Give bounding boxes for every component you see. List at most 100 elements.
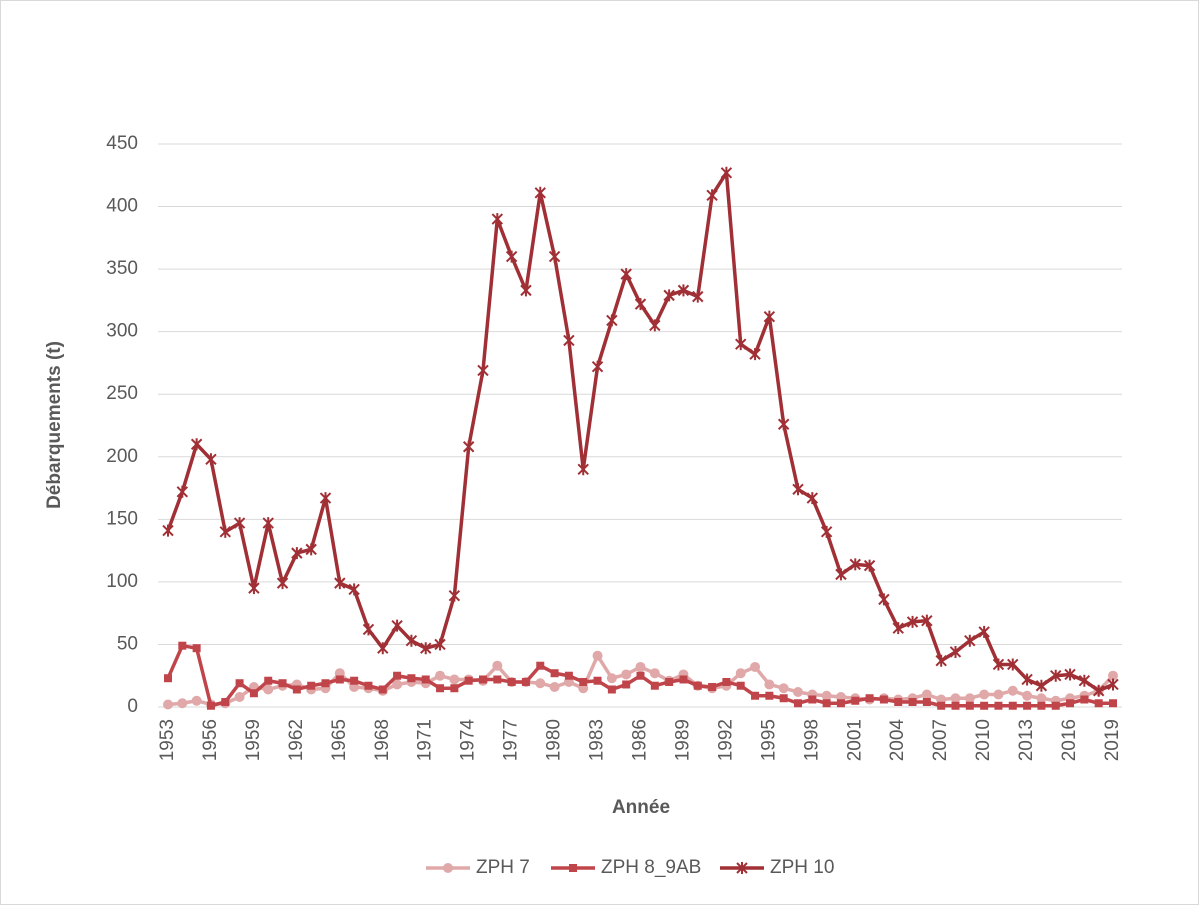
point xyxy=(477,364,489,377)
point xyxy=(735,338,747,351)
point xyxy=(407,674,416,683)
point xyxy=(849,558,861,571)
point xyxy=(821,690,832,701)
point xyxy=(708,682,717,691)
point xyxy=(176,485,189,498)
point xyxy=(749,348,761,361)
point xyxy=(493,675,502,684)
point xyxy=(635,661,646,672)
series xyxy=(164,641,1117,710)
point xyxy=(292,685,301,694)
legend-marker xyxy=(736,862,748,874)
point xyxy=(665,677,674,686)
point xyxy=(420,642,432,655)
y-tick-label: 250 xyxy=(106,383,138,404)
point xyxy=(491,213,504,226)
x-tick-label: 2019 xyxy=(1102,719,1123,761)
point xyxy=(979,689,990,700)
point xyxy=(177,698,188,709)
point xyxy=(835,568,847,581)
point xyxy=(706,189,718,202)
point xyxy=(978,625,990,638)
point xyxy=(262,517,274,530)
point xyxy=(235,679,244,688)
point xyxy=(935,654,947,667)
point xyxy=(1107,678,1119,691)
y-tick-label: 150 xyxy=(106,508,138,529)
x-tick-label: 1983 xyxy=(587,719,608,761)
point xyxy=(751,691,760,700)
point xyxy=(720,166,733,179)
point xyxy=(1064,668,1076,681)
legend-marker xyxy=(569,864,577,872)
y-tick-label: 300 xyxy=(106,321,138,342)
point xyxy=(622,680,631,689)
point xyxy=(764,679,775,690)
point xyxy=(951,701,960,710)
point xyxy=(448,589,461,602)
point xyxy=(1021,673,1033,686)
point xyxy=(593,676,602,685)
point xyxy=(263,684,274,695)
point xyxy=(219,525,231,538)
point xyxy=(520,284,532,297)
point xyxy=(392,679,403,690)
point xyxy=(1078,674,1091,687)
point xyxy=(634,298,647,311)
point xyxy=(677,284,690,297)
x-tick-label: 1998 xyxy=(801,719,822,761)
point xyxy=(650,681,659,690)
point xyxy=(863,559,876,572)
point xyxy=(591,360,604,373)
point xyxy=(1108,670,1118,681)
point xyxy=(434,638,446,651)
legend-label: ZPH 8_9AB xyxy=(601,857,701,878)
point xyxy=(377,642,389,655)
point xyxy=(449,674,460,685)
point xyxy=(221,697,230,706)
point xyxy=(937,701,946,710)
point xyxy=(421,675,430,684)
point xyxy=(736,681,745,690)
point xyxy=(836,699,845,708)
series xyxy=(162,166,1119,697)
point xyxy=(879,695,888,704)
legend-marker xyxy=(443,863,453,873)
x-tick-label: 1986 xyxy=(630,719,651,761)
point xyxy=(335,675,344,684)
x-tick-label: 1995 xyxy=(758,719,779,761)
y-tick-label: 450 xyxy=(106,133,138,154)
point xyxy=(735,668,746,679)
point xyxy=(362,623,375,636)
point xyxy=(779,694,788,703)
point xyxy=(894,697,903,706)
point xyxy=(1094,699,1103,708)
point xyxy=(607,685,616,694)
point xyxy=(994,701,1003,710)
point xyxy=(405,634,418,647)
point xyxy=(964,693,975,704)
point xyxy=(264,676,273,685)
point xyxy=(1080,695,1089,704)
x-tick-label: 2001 xyxy=(844,719,865,761)
point xyxy=(921,689,932,700)
point xyxy=(162,524,174,537)
y-tick-label: 50 xyxy=(117,633,138,654)
point xyxy=(307,681,316,690)
point xyxy=(205,453,217,466)
x-tick-label: 1968 xyxy=(372,719,393,761)
x-tick-label: 1971 xyxy=(415,719,436,761)
point xyxy=(965,701,974,710)
point xyxy=(1092,684,1105,697)
point xyxy=(820,525,833,538)
point xyxy=(564,671,573,680)
x-tick-label: 1974 xyxy=(458,719,479,762)
point xyxy=(536,661,545,670)
point xyxy=(1007,658,1019,671)
x-tick-label: 1980 xyxy=(544,719,565,761)
point xyxy=(964,634,976,647)
point xyxy=(606,673,617,684)
point xyxy=(535,678,546,689)
point xyxy=(1051,701,1060,710)
